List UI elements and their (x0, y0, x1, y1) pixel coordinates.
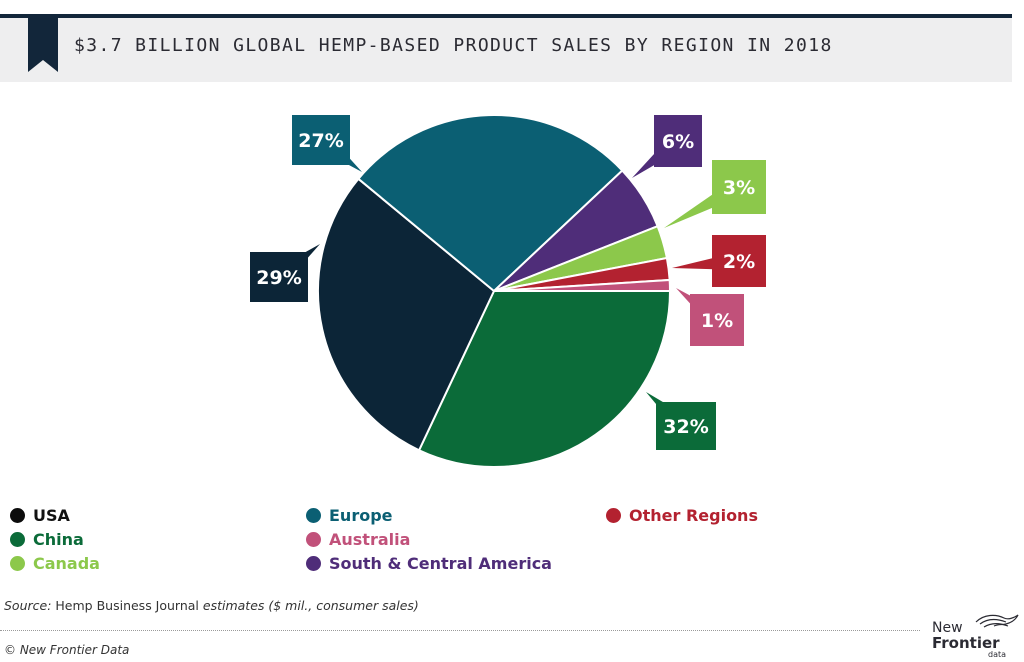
callout-canada: 3% (664, 160, 766, 228)
source-publisher: Hemp Business Journal (55, 598, 203, 613)
legend-swatch (10, 532, 25, 547)
source-note: Source: Hemp Business Journal estimates … (4, 598, 419, 613)
legend-item: South & Central America (306, 554, 552, 573)
slice-value-label: 2% (723, 251, 755, 273)
legend-item: Other Regions (606, 506, 758, 525)
legend-label: Europe (329, 506, 393, 525)
slice-value-label: 27% (298, 130, 343, 152)
legend-swatch (606, 508, 621, 523)
slice-value-label: 6% (662, 131, 694, 153)
legend: USA China Canada Europe Australia South & Cen… (10, 506, 770, 582)
legend-label: South & Central America (329, 554, 552, 573)
callout-box (712, 235, 766, 287)
legend-label: Other Regions (629, 506, 758, 525)
slice-value-label: 1% (701, 310, 733, 332)
callout-australia: 1% (676, 288, 744, 346)
legend-swatch (306, 508, 321, 523)
callout-europe: 27% (292, 115, 362, 172)
title-band (0, 18, 1012, 82)
legend-label: China (33, 530, 84, 549)
callout-box (712, 160, 766, 214)
top-rule (0, 14, 1012, 18)
pie-slice-europe (356, 114, 624, 293)
new-frontier-logo: New Frontier data (932, 614, 1019, 659)
bookmark-icon (28, 16, 58, 72)
slice-value-label: 3% (723, 177, 755, 199)
legend-item: Europe (306, 506, 393, 525)
footer-divider (0, 630, 920, 631)
callout-south-central-america: 6% (632, 115, 702, 178)
source-detail: estimates ($ mil., consumer sales) (202, 598, 419, 613)
logo-line-frontier: Frontier (932, 634, 1000, 652)
logo-line-new: New (932, 620, 963, 636)
legend-item: China (10, 530, 84, 549)
horse-logo-icon (975, 614, 1019, 628)
callout-box (250, 252, 308, 302)
pie-chart: 32% 29% 27% 6% 3% 2% 1% (250, 114, 766, 468)
pie-slice-china (417, 290, 672, 468)
pie-slices (317, 114, 672, 468)
legend-swatch (10, 508, 25, 523)
slice-value-label: 29% (256, 267, 301, 289)
callout-box (690, 294, 744, 346)
slice-value-label: 32% (663, 416, 708, 438)
legend-swatch (306, 532, 321, 547)
callout-china: 32% (646, 392, 716, 450)
chart-title: $3.7 BILLION GLOBAL HEMP-BASED PRODUCT S… (74, 35, 833, 56)
callout-box (654, 115, 702, 167)
callout-box (656, 402, 716, 450)
legend-item: Australia (306, 530, 410, 549)
source-label: Source: (4, 598, 56, 613)
copyright: © New Frontier Data (4, 643, 130, 657)
legend-label: USA (33, 506, 70, 525)
legend-swatch (10, 556, 25, 571)
legend-item: USA (10, 506, 70, 525)
callout-other-regions: 2% (672, 235, 766, 287)
callout-usa: 29% (250, 244, 320, 302)
callout-box (292, 115, 350, 165)
legend-swatch (306, 556, 321, 571)
pie-slice-australia (493, 278, 672, 292)
legend-item: Canada (10, 554, 100, 573)
pie-slice-usa (317, 177, 496, 452)
logo-line-data: data (988, 650, 1006, 659)
legend-label: Canada (33, 554, 100, 573)
pie-callouts: 32% 29% 27% 6% 3% 2% 1% (250, 115, 766, 450)
legend-label: Australia (329, 530, 411, 549)
